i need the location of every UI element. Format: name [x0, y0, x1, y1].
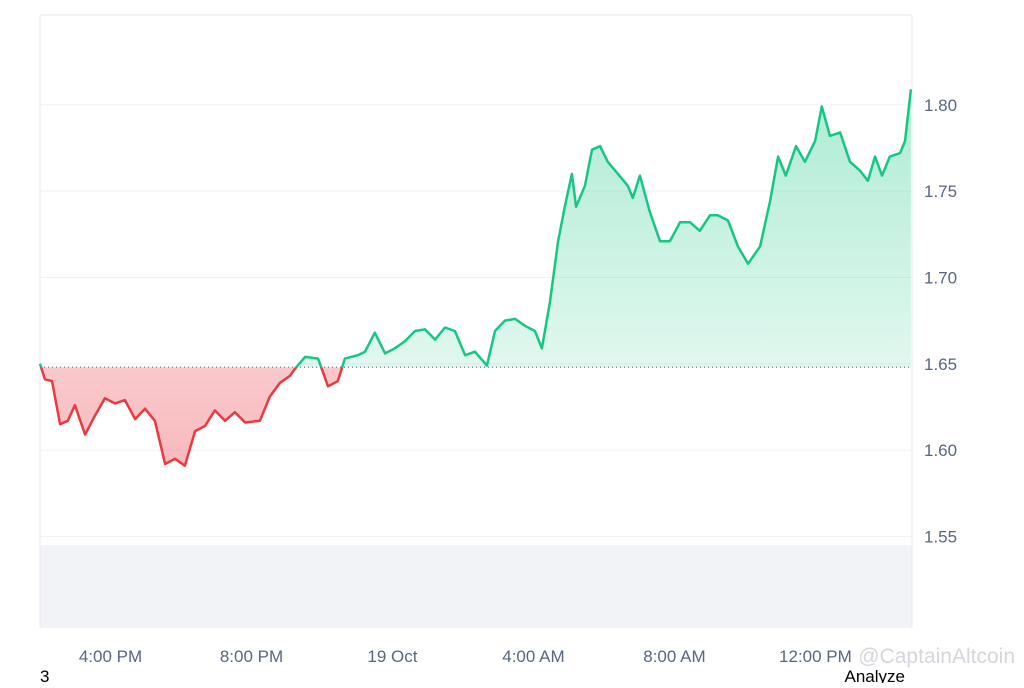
price-line-up — [38, 89, 913, 368]
footer-left: 3 — [40, 667, 49, 683]
price-line-down — [39, 367, 344, 467]
y-tick-label: 1.60 — [924, 441, 957, 460]
y-tick-label: 1.75 — [924, 182, 957, 201]
x-tick-label: 12:00 PM — [779, 647, 852, 666]
x-tick-label: 19 Oct — [367, 647, 417, 666]
x-tick-label: 8:00 PM — [220, 647, 283, 666]
analyze-button[interactable]: Analyze — [845, 667, 905, 686]
x-tick-label: 4:00 PM — [79, 647, 142, 666]
watermark: @CaptainAltcoin — [858, 645, 1015, 668]
y-tick-label: 1.80 — [924, 96, 957, 115]
area-down — [41, 367, 343, 466]
x-tick-label: 4:00 AM — [502, 647, 564, 666]
y-tick-label: 1.70 — [924, 268, 957, 287]
area-up — [40, 89, 911, 368]
x-tick-label: 8:00 AM — [643, 647, 705, 666]
volume-band — [40, 545, 912, 628]
y-tick-label: 1.65 — [924, 355, 957, 374]
y-tick-label: 1.55 — [924, 527, 957, 546]
